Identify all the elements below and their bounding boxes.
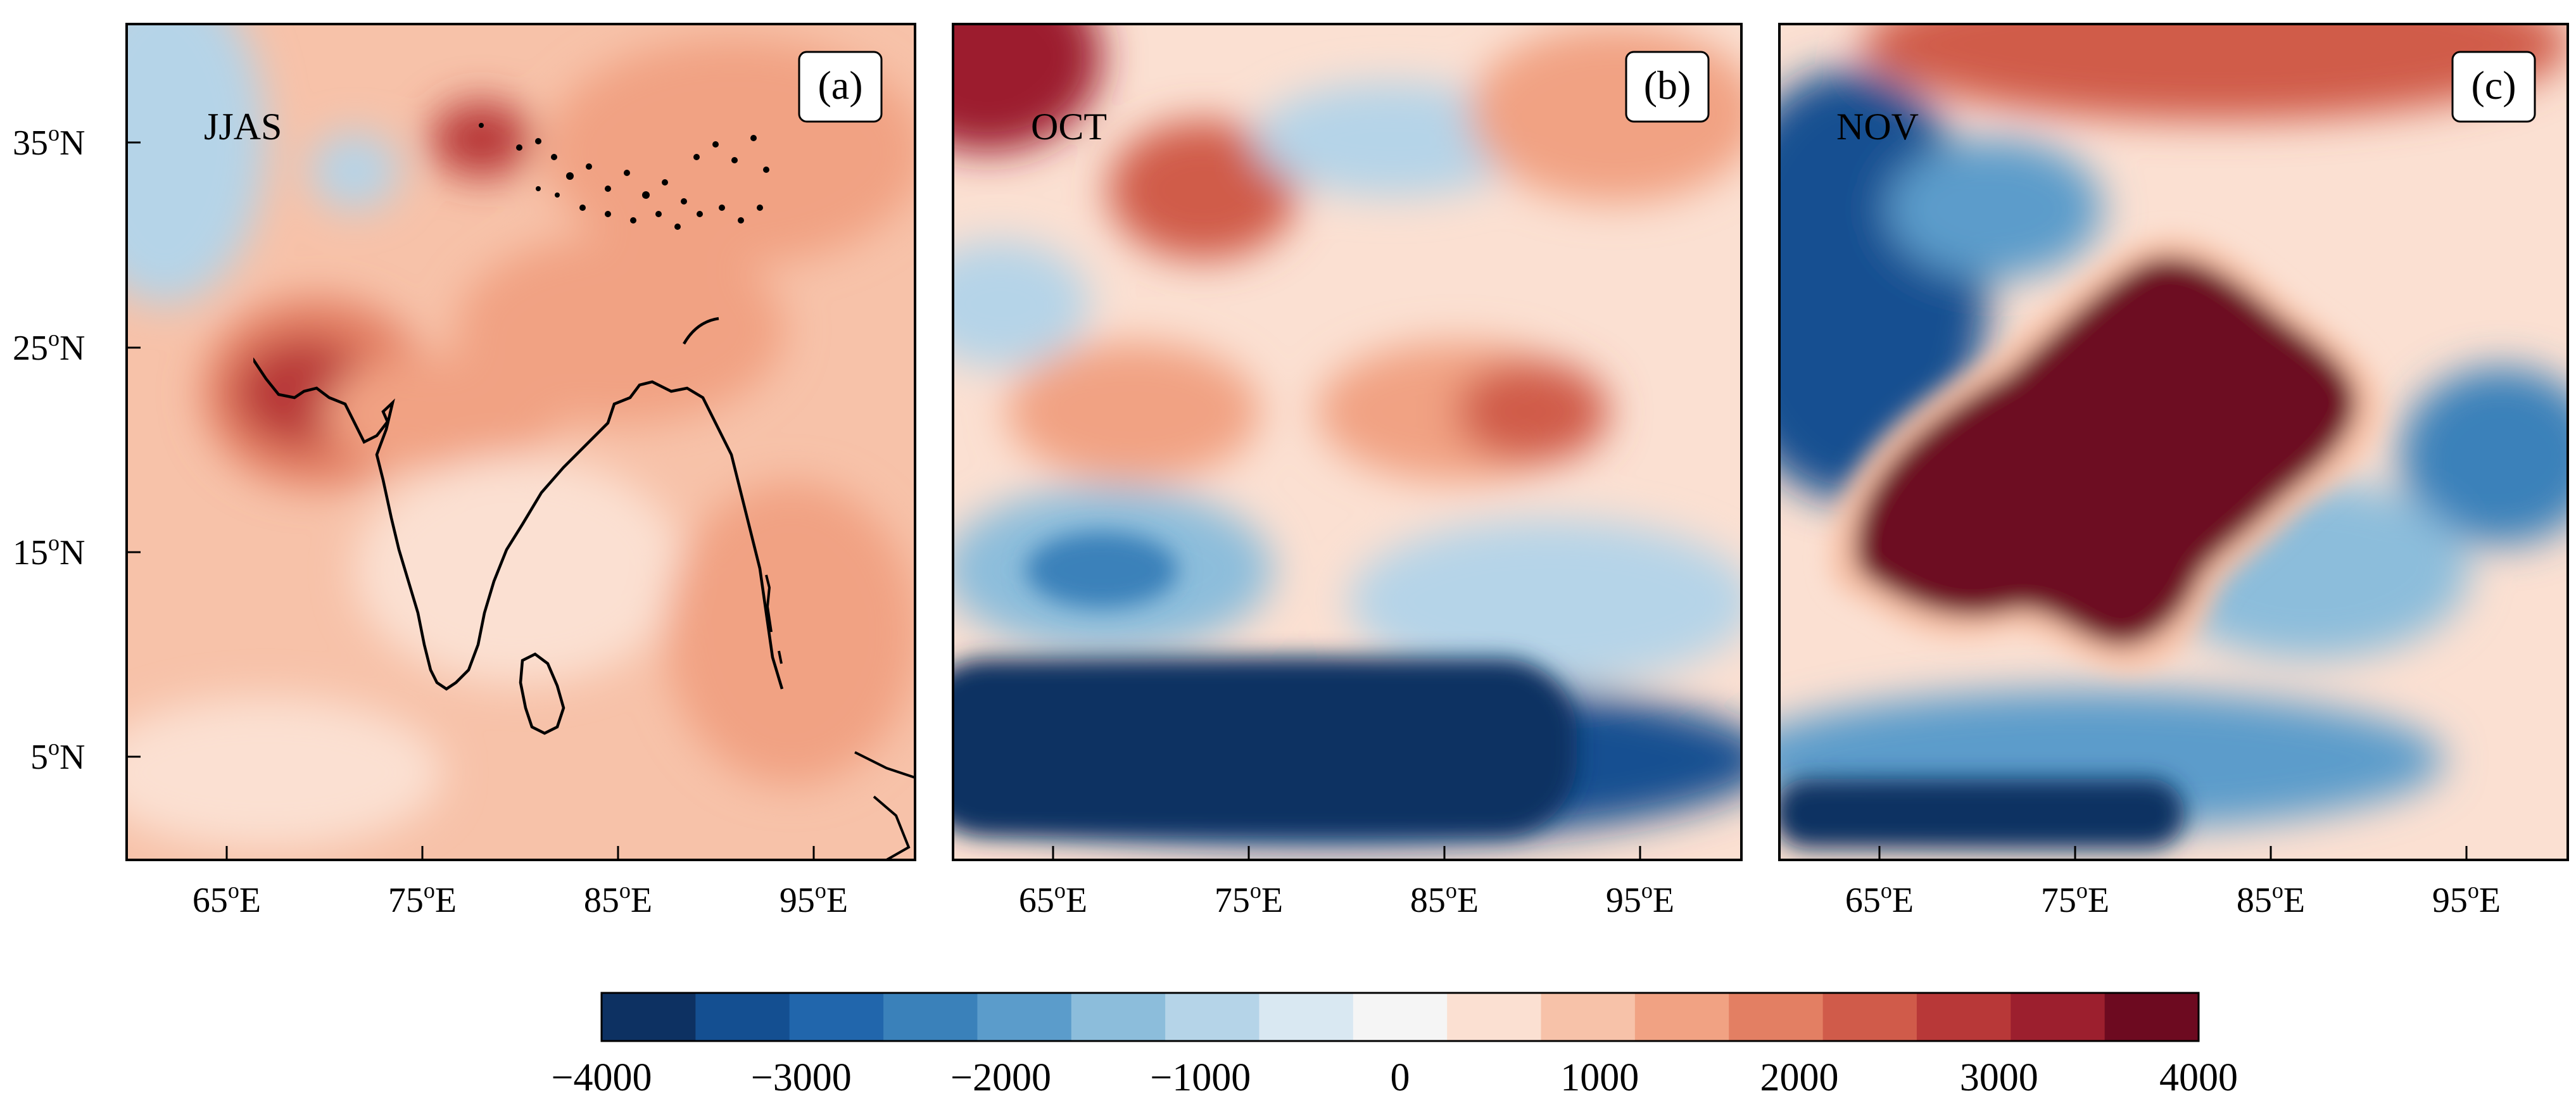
colorbar-cell (1447, 993, 1542, 1041)
colorbar-cell (2104, 993, 2199, 1041)
lon-label-c-65: 65oE (1845, 878, 1914, 920)
colorbar-tick-label: 3000 (1960, 1056, 2038, 1099)
colorbar-tick-label: −4000 (552, 1056, 652, 1099)
colorbar-cell (1634, 993, 1729, 1041)
colorbar-tick-label: 2000 (1760, 1056, 1839, 1099)
colorbar-cell (1729, 993, 1824, 1041)
lon-label-c-85: 85oE (2237, 878, 2305, 920)
colorbar: −4000 −3000 −2000 −1000 0 1000 2000 3000 4000 (552, 992, 2238, 1099)
panel-oct: OCT (b) (952, 23, 1743, 861)
panel-nov: NOV (c) (1778, 23, 2569, 861)
longitude-axis-a: 65oE 75oE 85oE 95oE (193, 846, 848, 920)
colorbar-cell (1916, 993, 2011, 1041)
lat-tick-15: 15oN (13, 530, 141, 572)
longitude-axis-b: 65oE 75oE 85oE 95oE (1019, 846, 1674, 920)
svg-text:35oN: 35oN (13, 120, 85, 163)
svg-text:5oN: 5oN (30, 735, 85, 777)
colorbar-tick-label: −1000 (1150, 1056, 1251, 1099)
lon-label-b-95: 95oE (1606, 878, 1674, 920)
panel-c-id-box (2451, 51, 2536, 123)
panel-b-id-box (1625, 51, 1710, 123)
colorbar-cell (1822, 993, 1917, 1041)
colorbar-cell (2011, 993, 2106, 1041)
svg-text:15oN: 15oN (13, 530, 85, 572)
lat-tick-35: 35oN (13, 120, 141, 163)
colorbar-tick-label: −2000 (950, 1056, 1051, 1099)
colorbar-tick-label: 4000 (2159, 1056, 2238, 1099)
lon-label-a-75: 75oE (388, 878, 457, 920)
colorbar-cell (1071, 993, 1166, 1041)
colorbar-cell (1353, 993, 1448, 1041)
colorbar-tick-label: 1000 (1560, 1056, 1639, 1099)
colorbar-cell (883, 993, 978, 1041)
panel-jjas: JJAS (a) (125, 23, 925, 860)
lat-tick-25: 25oN (13, 325, 141, 368)
lon-label-b-75: 75oE (1215, 878, 1283, 920)
lat-tick-5: 5oN (30, 735, 141, 777)
panel-c-id: (c) (2471, 63, 2516, 108)
colorbar-cell (1165, 993, 1260, 1041)
colorbar-frame (600, 992, 2200, 1042)
lon-label-a-95: 95oE (780, 878, 848, 920)
colorbar-cell (695, 993, 790, 1041)
colorbar-cell (1259, 993, 1354, 1041)
lon-label-b-85: 85oE (1410, 878, 1479, 920)
lon-label-b-65: 65oE (1019, 878, 1087, 920)
lon-label-a-85: 85oE (584, 878, 652, 920)
colorbar-cell (602, 993, 696, 1041)
lon-label-c-95: 95oE (2432, 878, 2501, 920)
panel-a-id: (a) (818, 63, 862, 108)
svg-text:25oN: 25oN (13, 325, 85, 368)
latitude-axis: 35oN 25oN 15oN 5oN (13, 120, 141, 777)
longitude-axis-c: 65oE 75oE 85oE 95oE (1845, 846, 2501, 920)
panel-b-season-label: OCT (1031, 106, 1107, 148)
lon-label-c-75: 75oE (2041, 878, 2109, 920)
panel-a-season-label: JJAS (204, 106, 282, 148)
lon-label-a-65: 65oE (193, 878, 261, 920)
panel-a-id-box (798, 51, 883, 123)
colorbar-tick-label: −3000 (751, 1056, 852, 1099)
colorbar-tick-label: 0 (1391, 1056, 1410, 1099)
panel-b-id: (b) (1644, 63, 1691, 108)
colorbar-cell (1541, 993, 1636, 1041)
colorbar-cell (789, 993, 884, 1041)
colorbar-cell (977, 993, 1072, 1041)
panel-c-season-label: NOV (1836, 106, 1919, 148)
